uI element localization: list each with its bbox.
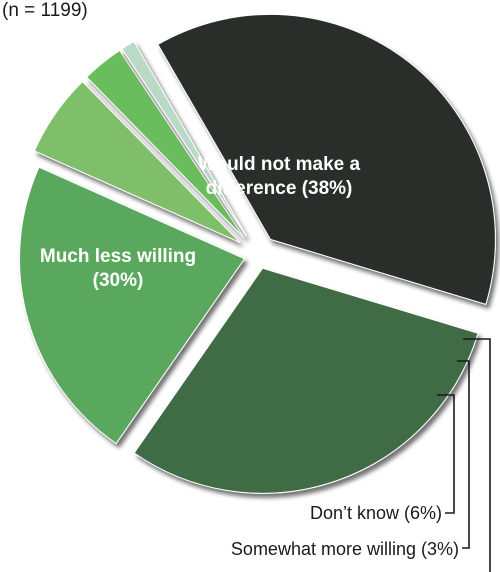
label-dont-know: Don’t know (6%) — [310, 503, 442, 523]
leader-line-dont-know — [437, 394, 455, 514]
slice-much-more-willing — [121, 40, 247, 237]
slice-much-less-willing — [133, 267, 479, 494]
slice-much-less-willing-label-line-2: (30%) — [93, 270, 144, 291]
slice-no-difference-label-line-2: difference (38%) — [206, 178, 353, 199]
slice-no-difference-label-line-1: Would not make a — [198, 154, 361, 175]
leader-line-somewhat-more-willing — [457, 360, 470, 549]
label-somewhat-more-willing: Somewhat more willing (3%) — [231, 539, 459, 559]
slice-labels: Would not make a difference (38%) Much les… — [40, 154, 361, 291]
slice-no-difference — [157, 13, 496, 306]
slice-somewhat-less-willing — [19, 166, 246, 445]
leader-lines — [437, 338, 491, 572]
sample-size-note: (n = 1199) — [2, 0, 88, 21]
pie-slices — [19, 13, 496, 494]
slice-dont-know — [33, 80, 241, 243]
slice-somewhat-more-willing — [85, 49, 245, 239]
leader-line-much-more-willing — [463, 338, 491, 572]
slice-much-less-willing-label-line-1: Much less willing — [40, 246, 196, 267]
